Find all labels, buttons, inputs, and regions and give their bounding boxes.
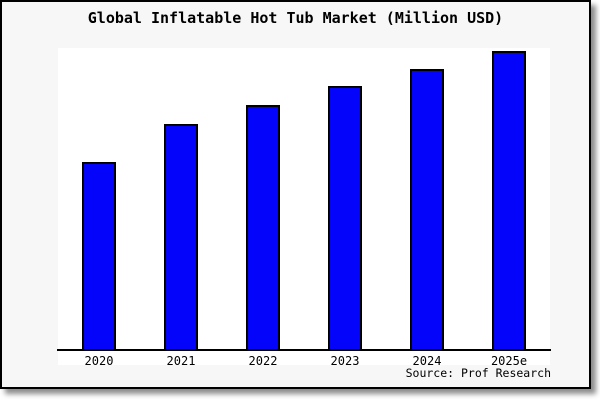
x-tick-2021: 2021 bbox=[166, 354, 196, 368]
chart-card: Global Inflatable Hot Tub Market (Millio… bbox=[0, 0, 591, 389]
chart-title: Global Inflatable Hot Tub Market (Millio… bbox=[87, 9, 504, 27]
bars-container bbox=[58, 48, 550, 349]
bar-2023 bbox=[328, 86, 362, 349]
x-tick-2020: 2020 bbox=[84, 354, 114, 368]
source-attribution: Source: Prof Research bbox=[405, 366, 551, 380]
bar-2020 bbox=[82, 162, 116, 349]
x-tick-2022: 2022 bbox=[248, 354, 278, 368]
x-tick-2025e: 2025e bbox=[490, 354, 528, 368]
x-tick-2024: 2024 bbox=[412, 354, 442, 368]
bar-2025e bbox=[492, 51, 526, 349]
x-axis-line bbox=[57, 349, 551, 351]
plot-area: 2020 2021 2022 2023 2024 2025e bbox=[57, 48, 551, 368]
bar-2022 bbox=[246, 105, 280, 349]
bar-2024 bbox=[410, 69, 444, 349]
bar-2021 bbox=[164, 124, 198, 349]
x-tick-2023: 2023 bbox=[330, 354, 360, 368]
